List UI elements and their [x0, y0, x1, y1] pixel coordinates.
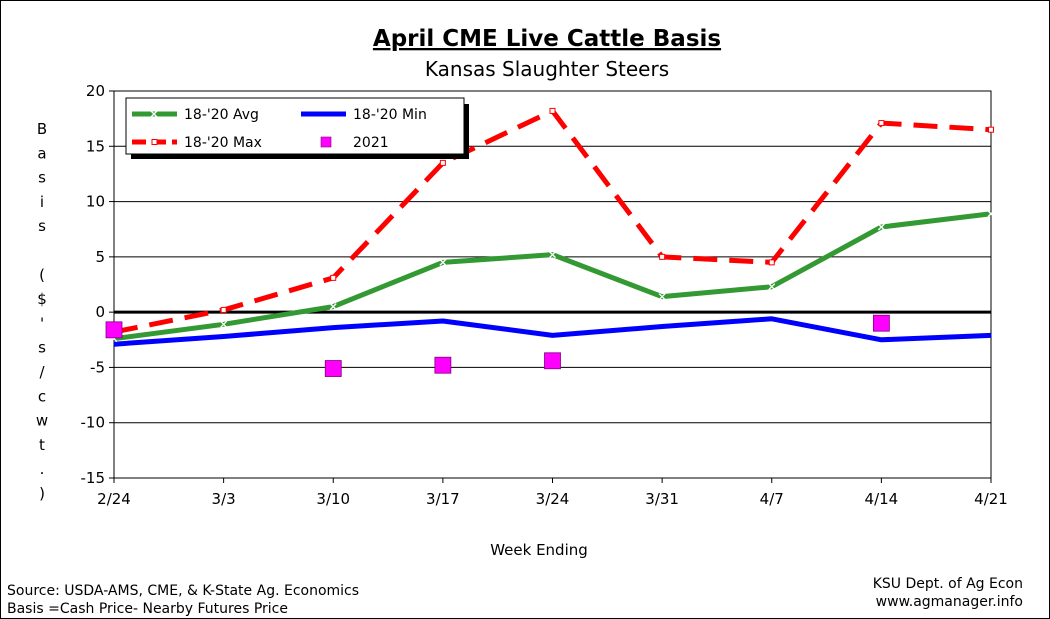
data-point — [990, 334, 992, 336]
y-tick-label: 0 — [95, 303, 105, 321]
source-note: Source: USDA-AMS, CME, & K-State Ag. Eco… — [7, 583, 359, 599]
series-layer — [105, 107, 995, 377]
url-note: www.agmanager.info — [876, 594, 1023, 610]
data-point — [987, 210, 995, 218]
y-axis-label-char: / — [39, 363, 45, 381]
y-axis-label-char: ' — [40, 314, 44, 332]
x-tick-label: 3/31 — [645, 490, 679, 508]
data-point — [880, 339, 882, 341]
data-point — [877, 223, 885, 231]
data-point — [768, 283, 776, 291]
y-axis-label-char: w — [36, 412, 48, 430]
x-tick-label: 3/24 — [536, 490, 570, 508]
y-axis-label-char: s — [38, 169, 46, 187]
legend-item-18-20-avg: 18-'20 Avg — [132, 107, 259, 123]
y-tick-label: 5 — [95, 248, 105, 266]
x-tick-label: 4/21 — [974, 490, 1008, 508]
series-18-20-min — [113, 316, 992, 347]
org-note: KSU Dept. of Ag Econ — [873, 576, 1023, 592]
data-point — [324, 360, 342, 377]
x-tick-label: 3/17 — [426, 490, 460, 508]
gridlines — [109, 90, 992, 483]
y-tick-label: -10 — [81, 414, 106, 432]
data-point — [988, 126, 994, 133]
series-18-20-avg — [110, 210, 995, 343]
data-point — [768, 259, 775, 266]
legend-swatch — [320, 136, 332, 148]
y-axis-label-char: ( — [39, 266, 45, 284]
data-point — [220, 306, 227, 313]
y-axis-label-char: ) — [39, 485, 45, 503]
data-point — [878, 120, 885, 127]
data-point — [220, 320, 228, 328]
data-point — [434, 356, 452, 374]
legend-item-18-20-max: 18-'20 Max — [132, 135, 262, 151]
data-point — [330, 274, 337, 281]
chart-subtitle: Kansas Slaughter Steers — [425, 57, 669, 81]
legend-item-2021: 2021 — [320, 135, 389, 151]
y-tick-label: 20 — [86, 82, 105, 100]
x-tick-label: 3/3 — [212, 490, 236, 508]
data-point — [544, 352, 561, 370]
x-tick-label: 3/10 — [316, 490, 350, 508]
x-axis-label: Week Ending — [490, 541, 588, 559]
data-point — [113, 343, 115, 345]
y-tick-label: -15 — [81, 469, 106, 487]
series-2021 — [105, 314, 890, 377]
data-point — [150, 110, 158, 118]
legend-label: 18-'20 Min — [353, 107, 427, 123]
y-tick-label: -5 — [90, 358, 105, 376]
legend-label: 18-'20 Max — [184, 135, 262, 151]
data-point — [332, 327, 334, 329]
y-tick-label: 15 — [86, 137, 105, 155]
y-tick-labels: -15 -10 -5 0 5 10 15 20 — [81, 82, 106, 487]
y-axis-label-char: . — [40, 460, 45, 478]
y-axis-label-char: s — [38, 217, 46, 235]
x-tick-label: 2/24 — [97, 490, 131, 508]
data-point — [659, 253, 666, 260]
y-axis-label-char: c — [38, 387, 46, 405]
data-point — [872, 314, 890, 332]
y-tick-label: 10 — [86, 193, 105, 211]
y-axis-label: Basis ($'s/cwt.) — [36, 120, 48, 503]
data-point — [329, 303, 337, 311]
legend: 18-'20 Avg 18-'20 Min 18-'20 Max 2021 — [125, 97, 469, 159]
legend-marker — [151, 139, 158, 145]
data-point — [442, 320, 444, 322]
x-tick-label: 4/7 — [760, 490, 784, 508]
data-point — [105, 321, 123, 339]
basis-note: Basis =Cash Price- Nearby Futures Price — [7, 601, 288, 617]
chart-title: April CME Live Cattle Basis — [373, 26, 721, 52]
x-tick-labels: 2/24 3/3 3/10 3/17 3/24 3/31 4/7 4/14 4/21 — [97, 490, 1008, 508]
data-point — [658, 293, 666, 301]
data-point — [661, 326, 663, 328]
y-axis-label-char: a — [37, 144, 46, 162]
y-axis-label-char: B — [37, 120, 47, 138]
legend-box — [125, 97, 465, 155]
data-point — [223, 335, 225, 337]
legend-label: 18-'20 Avg — [184, 107, 259, 123]
data-point — [771, 318, 773, 320]
x-tick-label: 4/14 — [865, 490, 899, 508]
legend-item-18-20-min: 18-'20 Min — [301, 107, 427, 123]
legend-label: 2021 — [353, 135, 389, 151]
y-axis-label-char: t — [39, 436, 45, 454]
y-axis-label-char: s — [38, 339, 46, 357]
y-axis-label-char: i — [40, 193, 44, 211]
data-point — [549, 251, 556, 259]
data-point — [549, 107, 556, 114]
y-axis-label-char: $ — [37, 290, 47, 308]
data-point — [439, 258, 447, 266]
data-point — [552, 334, 553, 336]
data-point — [439, 159, 446, 166]
